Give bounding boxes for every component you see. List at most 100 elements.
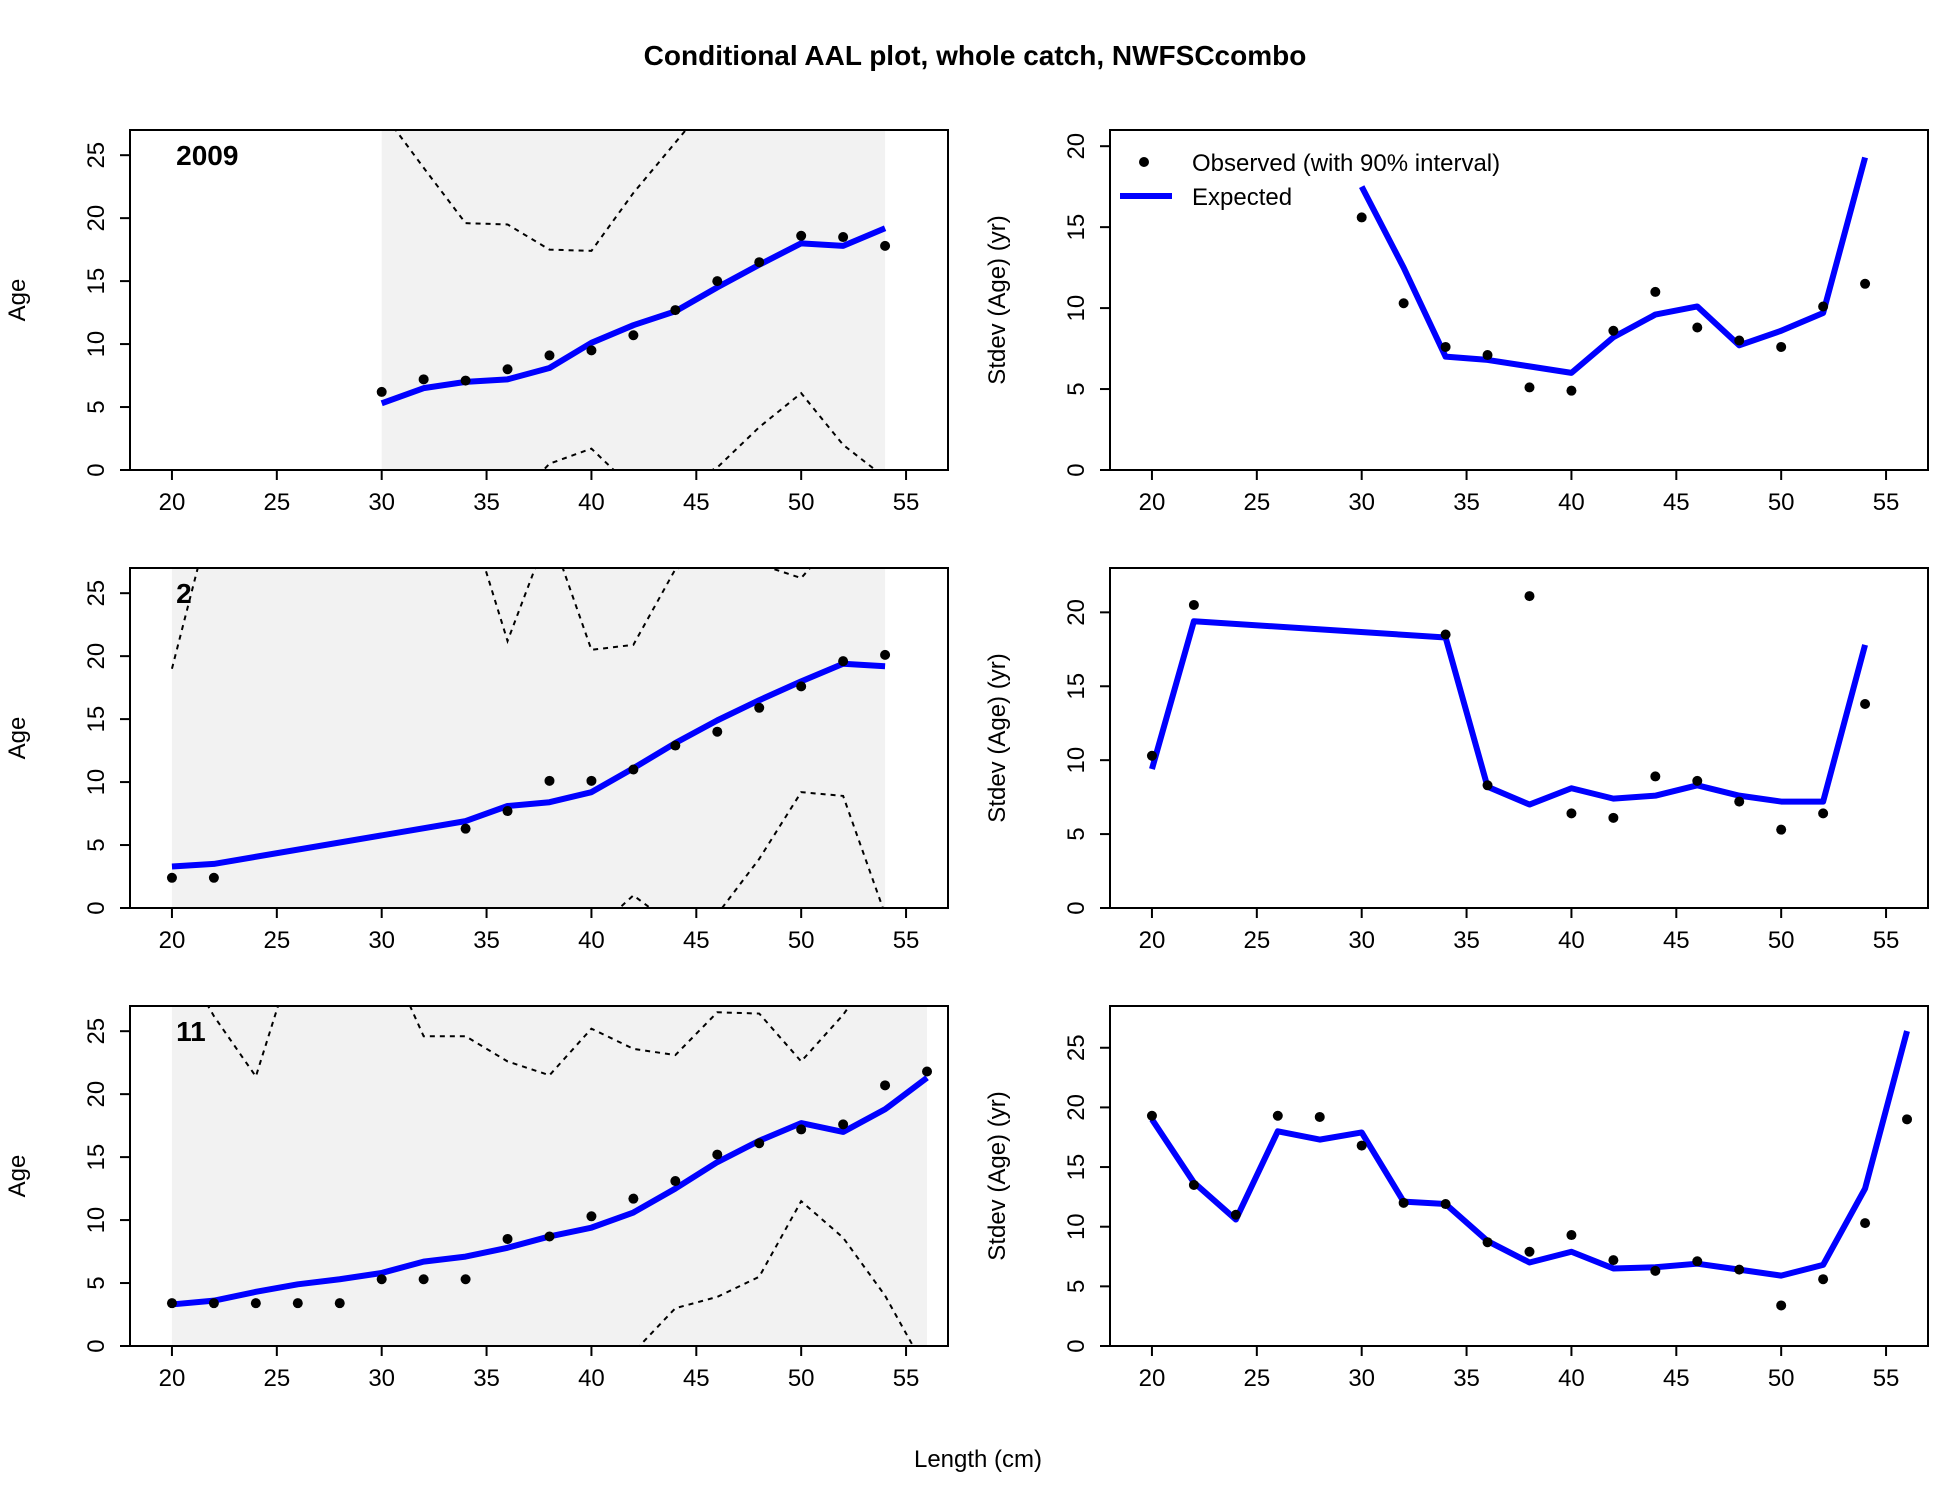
- observed-point: [754, 702, 765, 713]
- y-tick-label: 0: [1063, 463, 1090, 476]
- observed-point: [1566, 385, 1577, 396]
- x-tick-label: 35: [473, 1365, 500, 1392]
- y-tick-label: 20: [83, 1081, 110, 1108]
- legend-expected-label: Expected: [1192, 184, 1292, 211]
- x-tick-label: 25: [263, 489, 290, 516]
- observed-point: [1482, 780, 1493, 791]
- y-tick-label: 15: [83, 268, 110, 295]
- x-axis-label: Length (cm): [914, 1446, 1042, 1473]
- observed-point: [712, 1149, 723, 1160]
- observed-point: [1734, 335, 1745, 346]
- observed-point: [712, 726, 723, 737]
- observed-point: [502, 806, 513, 817]
- upper-interval-line: [170, 568, 812, 669]
- x-tick-label: 20: [159, 1365, 186, 1392]
- observed-point: [1650, 771, 1661, 782]
- plot-frame: [1109, 1005, 1929, 1347]
- y-tick-label: 10: [83, 769, 110, 796]
- observed-point: [1650, 1265, 1661, 1276]
- observed-point: [922, 1066, 933, 1077]
- x-tick-label: 35: [473, 489, 500, 516]
- y-tick-label: 25: [1063, 1034, 1090, 1061]
- x-tick-label: 20: [1139, 1365, 1166, 1392]
- y-tick-label: 10: [1063, 747, 1090, 774]
- y-tick-label: 15: [83, 706, 110, 733]
- plot-area: [381, 130, 886, 470]
- observed-point: [460, 823, 471, 834]
- observed-point: [418, 1274, 429, 1285]
- legend: Observed (with 90% interval) Expected: [1120, 150, 1500, 211]
- observed-point: [1692, 322, 1703, 333]
- y-tick-label: 0: [1063, 1339, 1090, 1352]
- observed-point: [838, 1119, 849, 1130]
- x-tick-label: 45: [683, 1365, 710, 1392]
- observed-point: [502, 1233, 513, 1244]
- observed-point: [1524, 382, 1535, 393]
- plot-area: [170, 568, 886, 908]
- y-tick-label: 5: [1063, 1280, 1090, 1293]
- x-tick-label: 30: [368, 1365, 395, 1392]
- plot-frame: [1109, 129, 1929, 471]
- panel-4: 20 25 30 35 40 45 50 55 0 5 10 15 20 Stdev (Age) (yr): [984, 567, 1929, 954]
- observed-point: [1356, 1140, 1367, 1151]
- y-tick-label: 10: [1063, 1213, 1090, 1240]
- interval-band: [381, 130, 886, 470]
- y-axis-label: Age: [4, 717, 31, 760]
- x-tick-label: 40: [1558, 489, 1585, 516]
- x-tick-label: 20: [1139, 489, 1166, 516]
- observed-point: [880, 649, 891, 660]
- observed-point: [208, 1298, 219, 1309]
- observed-point: [418, 374, 429, 385]
- observed-point: [376, 1274, 387, 1285]
- y-tick-label: 0: [83, 1339, 110, 1352]
- observed-point: [544, 350, 555, 361]
- x-tick-label: 20: [159, 489, 186, 516]
- observed-point: [166, 1298, 177, 1309]
- observed-point: [1440, 1199, 1451, 1210]
- y-tick-label: 5: [83, 400, 110, 413]
- year-label: 2009: [176, 140, 238, 171]
- observed-point: [1398, 298, 1409, 309]
- observed-point: [838, 232, 849, 243]
- observed-point: [1734, 1264, 1745, 1275]
- x-tick-label: 45: [683, 927, 710, 954]
- y-axis-label: Stdev (Age) (yr): [984, 1091, 1011, 1260]
- observed-point: [754, 1138, 765, 1149]
- x-tick-label: 50: [788, 1365, 815, 1392]
- legend-observed-marker: [1139, 157, 1149, 167]
- panel-6: 20 25 30 35 40 45 50 55 0 5 10 15 20 25 Stdev (Age) (y…: [984, 1005, 1929, 1392]
- y-tick-label: 5: [83, 1276, 110, 1289]
- lower-interval-line: [542, 391, 878, 470]
- observed-point: [586, 1211, 597, 1222]
- x-tick-label: 30: [1348, 489, 1375, 516]
- panel-1: 20 25 30 35 40 45 50 55 0 5 10 15 20 25 Age 2009: [4, 129, 949, 516]
- observed-point: [628, 1193, 639, 1204]
- x-tick-label: 45: [1663, 489, 1690, 516]
- year-label: 2: [176, 578, 192, 609]
- observed-point: [250, 1298, 261, 1309]
- x-tick-label: 55: [1873, 1365, 1900, 1392]
- observed-point: [1524, 591, 1535, 602]
- observed-point: [1608, 1255, 1619, 1266]
- observed-point: [460, 1274, 471, 1285]
- observed-point: [1818, 808, 1829, 819]
- observed-point: [1482, 350, 1493, 361]
- interval-band: [171, 1006, 928, 1346]
- x-tick-label: 35: [1453, 1365, 1480, 1392]
- x-tick-label: 30: [368, 489, 395, 516]
- observed-point: [670, 740, 681, 751]
- x-tick-label: 50: [1768, 489, 1795, 516]
- x-tick-label: 20: [1139, 927, 1166, 954]
- y-tick-label: 15: [1063, 214, 1090, 241]
- observed-point: [1482, 1237, 1493, 1248]
- observed-point: [670, 305, 681, 316]
- observed-point: [586, 345, 597, 356]
- observed-point: [1860, 278, 1871, 289]
- x-tick-label: 25: [1243, 927, 1270, 954]
- plot-frame: [1109, 567, 1929, 909]
- y-tick-label: 5: [1063, 827, 1090, 840]
- observed-point: [1650, 286, 1661, 297]
- x-tick-label: 35: [473, 927, 500, 954]
